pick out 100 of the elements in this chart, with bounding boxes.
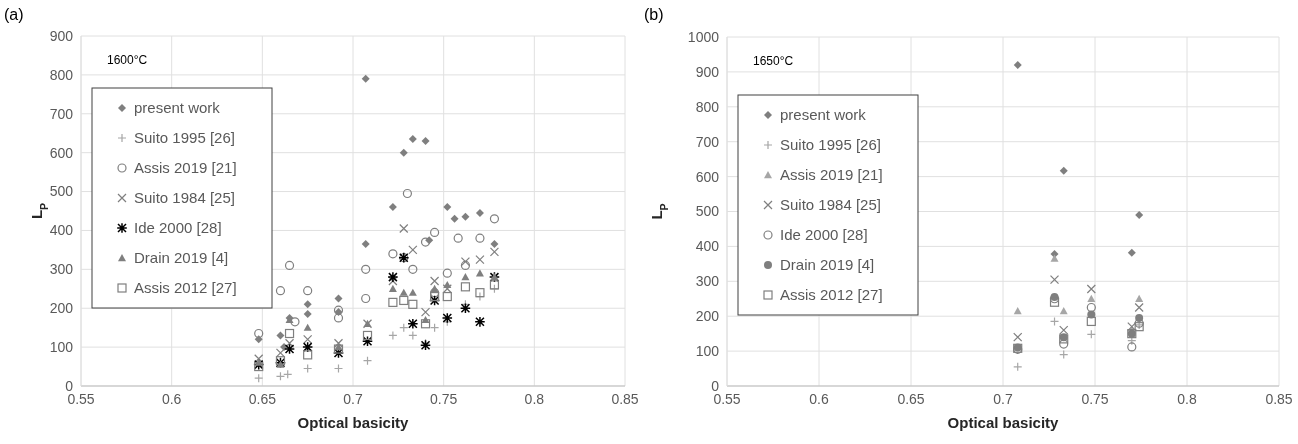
y-tick-label: 800 xyxy=(49,66,74,83)
x-tick-label: 0.8 xyxy=(1177,391,1197,407)
x-axis-title: Optical basicity xyxy=(297,414,410,431)
point xyxy=(284,260,295,271)
point xyxy=(461,212,470,221)
y-tick-label: 0 xyxy=(65,377,74,394)
y-tick-label: 300 xyxy=(695,273,720,290)
point xyxy=(443,203,452,212)
point xyxy=(408,299,418,309)
point xyxy=(408,264,418,274)
y-tick-label: 700 xyxy=(49,105,74,122)
y-tick-label: 1000 xyxy=(687,28,720,45)
point xyxy=(303,323,312,331)
point xyxy=(450,214,459,223)
y-tick-label: 900 xyxy=(49,27,74,44)
point xyxy=(362,330,373,341)
legend-label: Ide 2000 [28] xyxy=(780,226,868,244)
legend-label: Assis 2019 [21] xyxy=(780,166,883,184)
x-tick-label: 0.65 xyxy=(897,391,925,407)
point xyxy=(388,203,397,212)
y-tick-label: 400 xyxy=(49,222,74,239)
point xyxy=(407,318,419,330)
legend-label: Suito 1995 [26] xyxy=(780,136,881,154)
x-tick-label: 0.8 xyxy=(524,391,545,407)
y-tick-label: 900 xyxy=(695,63,720,80)
legend-label: Assis 2012 [27] xyxy=(780,286,883,304)
point xyxy=(441,312,453,324)
point xyxy=(442,291,452,302)
point xyxy=(399,148,408,157)
point xyxy=(361,74,370,83)
point xyxy=(387,271,399,283)
point xyxy=(1013,306,1022,315)
point xyxy=(1013,60,1022,69)
point xyxy=(399,295,409,306)
point xyxy=(1135,294,1144,302)
legend-label: Drain 2019 [4] xyxy=(780,256,875,274)
x-tick-label: 0.7 xyxy=(993,391,1013,407)
legend-label: Assis 2012 [27] xyxy=(134,279,237,297)
point xyxy=(283,343,296,355)
x-tick-label: 0.85 xyxy=(1265,391,1293,407)
point xyxy=(460,282,471,292)
point xyxy=(475,288,485,298)
point xyxy=(430,284,439,292)
legend-label: present work xyxy=(134,99,221,117)
y-tick-label: 200 xyxy=(49,300,74,317)
legend-label: Suito 1984 [25] xyxy=(780,196,881,214)
point xyxy=(430,227,440,237)
point xyxy=(430,291,440,302)
point xyxy=(1086,316,1096,327)
point xyxy=(490,240,499,249)
y-tick-label: 300 xyxy=(49,261,74,278)
y-tick-label: 700 xyxy=(695,133,720,150)
point xyxy=(1135,313,1144,322)
point xyxy=(421,137,430,145)
x-tick-label: 0.6 xyxy=(809,391,829,407)
text: (b) xyxy=(644,6,664,23)
point xyxy=(388,330,398,341)
point xyxy=(408,135,417,144)
point xyxy=(459,302,471,314)
point xyxy=(361,335,374,347)
y-tick-label: 500 xyxy=(49,183,74,200)
legend-label: Drain 2019 [4] xyxy=(134,249,229,267)
point xyxy=(453,233,463,243)
point xyxy=(1127,342,1137,352)
legend-label: Ide 2000 [28] xyxy=(134,219,222,237)
y-tick-label: 600 xyxy=(49,144,74,161)
x-tick-label: 0.65 xyxy=(248,391,277,407)
point xyxy=(1087,294,1096,302)
point xyxy=(442,268,452,278)
point xyxy=(1050,254,1059,262)
point xyxy=(361,264,371,274)
point xyxy=(461,273,470,281)
legend-label: Suito 1995 [26] xyxy=(134,129,235,147)
y-tick-label: 400 xyxy=(695,238,720,255)
point xyxy=(1127,248,1136,257)
point xyxy=(388,297,398,307)
legend-label: present work xyxy=(780,106,867,124)
point xyxy=(475,233,485,243)
point xyxy=(1059,166,1068,175)
point xyxy=(429,294,441,306)
text: (a) xyxy=(4,6,24,23)
y-tick-label: 500 xyxy=(695,203,720,220)
y-tick-label: 600 xyxy=(695,168,720,185)
x-tick-label: 0.6 xyxy=(161,391,182,407)
point xyxy=(489,280,500,290)
y-tick-label: 200 xyxy=(695,308,720,325)
point xyxy=(1059,306,1068,315)
legend-label: Suito 1984 [25] xyxy=(134,189,235,207)
point xyxy=(1087,310,1096,319)
x-tick-label: 0.75 xyxy=(430,391,458,407)
point xyxy=(361,240,370,249)
x-tick-label: 0.55 xyxy=(67,391,95,407)
x-tick-label: 0.85 xyxy=(611,391,639,407)
point xyxy=(1135,210,1144,219)
point xyxy=(276,331,285,340)
point xyxy=(430,276,440,286)
point xyxy=(334,294,343,303)
point xyxy=(475,208,484,217)
point xyxy=(474,316,486,328)
annotation: 1600°C xyxy=(107,53,148,67)
